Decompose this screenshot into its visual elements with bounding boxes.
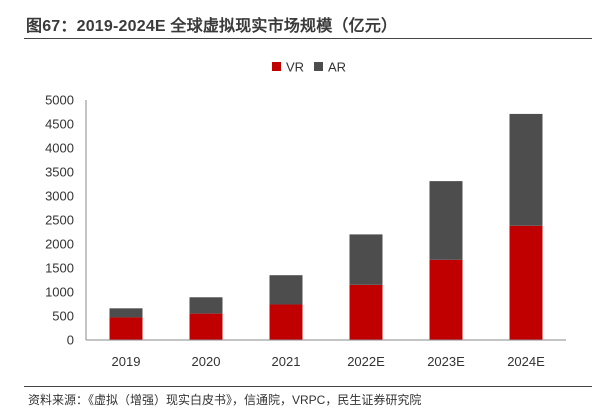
y-tick-label: 0 bbox=[67, 333, 74, 348]
source-note: 资料来源：《虚拟（增强）现实白皮书》，信通院，VRPC，民生证券研究院 bbox=[28, 393, 422, 407]
figure-title: 图67：2019-2024E 全球虚拟现实市场规模（亿元） bbox=[26, 18, 398, 35]
y-tick-label: 5000 bbox=[45, 93, 74, 108]
y-tick-label: 4500 bbox=[45, 117, 74, 132]
y-tick-label: 3500 bbox=[45, 165, 74, 180]
bar-ar-2019 bbox=[109, 308, 143, 318]
bar-vr-2024e bbox=[509, 225, 543, 340]
bar-vr-2021 bbox=[269, 304, 303, 340]
y-tick-label: 500 bbox=[52, 309, 74, 324]
title-divider bbox=[24, 38, 592, 39]
bar-ar-2023e bbox=[429, 181, 463, 260]
x-tick-label: 2021 bbox=[272, 354, 301, 369]
bars bbox=[109, 113, 543, 340]
y-tick-label: 1500 bbox=[45, 261, 74, 276]
bar-vr-2022e bbox=[349, 284, 383, 340]
y-tick-label: 1000 bbox=[45, 285, 74, 300]
bar-ar-2020 bbox=[189, 297, 223, 314]
source-divider bbox=[24, 386, 592, 387]
x-tick-label: 2024E bbox=[507, 354, 545, 369]
y-tick-label: 2500 bbox=[45, 213, 74, 228]
bar-vr-2020 bbox=[189, 313, 223, 340]
bar-ar-2021 bbox=[269, 275, 303, 305]
x-tick-label: 2019 bbox=[112, 354, 141, 369]
y-tick-label: 3000 bbox=[45, 189, 74, 204]
bar-vr-2023e bbox=[429, 259, 463, 340]
legend-swatch-vr bbox=[272, 62, 281, 71]
x-axis: 2019 2020 2021 2022E 2023E 2024E bbox=[86, 339, 566, 369]
bar-ar-2024e bbox=[509, 113, 543, 226]
legend-swatch-ar bbox=[314, 62, 323, 71]
y-tick-label: 4000 bbox=[45, 141, 74, 156]
x-tick-label: 2023E bbox=[427, 354, 465, 369]
legend: VR AR bbox=[272, 60, 346, 75]
y-axis: 0 500 1000 1500 2000 2500 3000 3500 4000 4500 5000 bbox=[45, 93, 87, 348]
x-tick-label: 2020 bbox=[192, 354, 221, 369]
bar-ar-2022e bbox=[349, 234, 383, 285]
y-tick-label: 2000 bbox=[45, 237, 74, 252]
x-tick-label: 2022E bbox=[347, 354, 385, 369]
legend-label-vr: VR bbox=[286, 60, 304, 75]
legend-label-ar: AR bbox=[328, 60, 346, 75]
bar-vr-2019 bbox=[109, 317, 143, 340]
